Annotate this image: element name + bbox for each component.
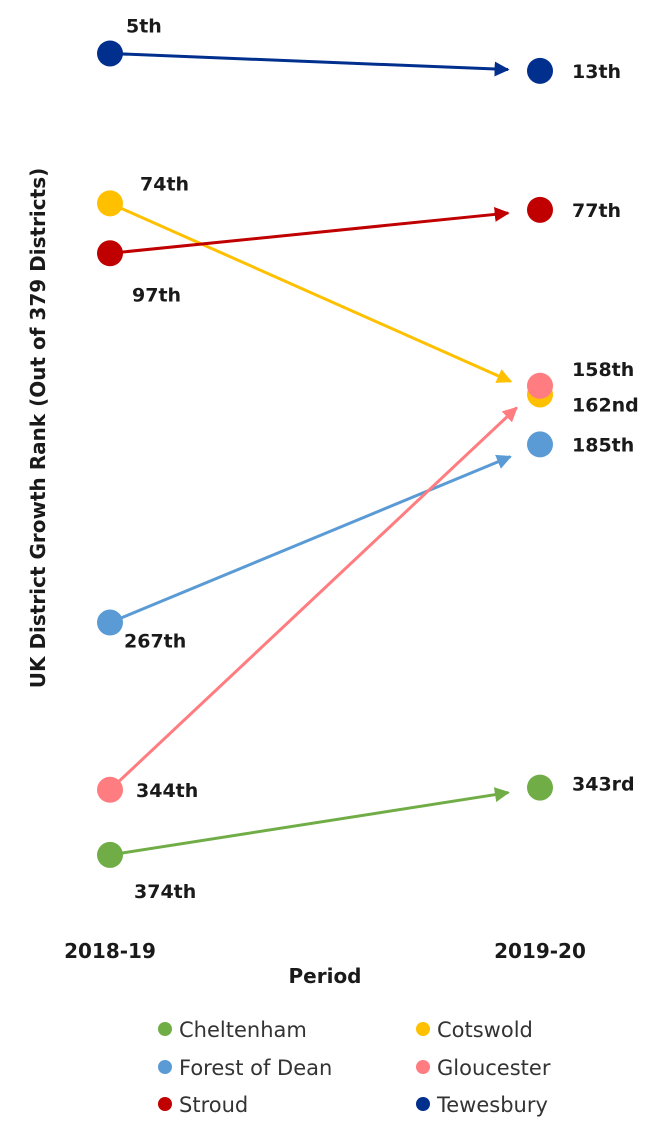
- label-gloucester-2018-19: 344th: [136, 780, 198, 802]
- legend-item-gloucester: Gloucester: [416, 1056, 551, 1080]
- series-lines: [108, 51, 518, 857]
- legend-label-stroud: Stroud: [179, 1093, 248, 1117]
- legend-label-gloucester: Gloucester: [437, 1056, 551, 1080]
- data-labels: 374th 343rd 74th 162nd 267th 185th 344th 158th 9…: [124, 15, 639, 902]
- legend-item-cotswold: Cotswold: [416, 1018, 533, 1042]
- point-gloucester-2018-19: [97, 776, 123, 803]
- label-cotswold-2018-19: 74th: [140, 173, 189, 195]
- series-line-gloucester: [108, 406, 518, 791]
- series-line-cotswold: [109, 201, 513, 383]
- series-line-forest-of-dean: [109, 454, 512, 624]
- x-tick-label-2018-19: 2018-19: [64, 939, 156, 963]
- legend-marker-forest-of-dean: [158, 1060, 172, 1074]
- series-line-cheltenham: [109, 787, 510, 857]
- label-cotswold-2019-20: 162nd: [572, 394, 639, 416]
- legend-marker-cotswold: [416, 1022, 430, 1036]
- label-stroud-2019-20: 77th: [572, 200, 621, 222]
- series-points: [97, 40, 553, 868]
- legend-item-forest-of-dean: Forest of Dean: [158, 1056, 332, 1080]
- label-stroud-2018-19: 97th: [132, 284, 181, 306]
- point-stroud-2018-19: [97, 240, 123, 267]
- legend-marker-tewesbury: [416, 1097, 430, 1111]
- legend-marker-stroud: [158, 1097, 172, 1111]
- point-gloucester-2019-20: [527, 372, 553, 399]
- point-cheltenham-2018-19: [97, 841, 123, 868]
- legend-item-cheltenham: Cheltenham: [158, 1018, 307, 1042]
- legend-item-stroud: Stroud: [158, 1093, 248, 1117]
- label-gloucester-2019-20: 158th: [572, 359, 634, 381]
- point-tewesbury-2018-19: [97, 40, 123, 67]
- series-line-stroud: [109, 206, 510, 255]
- label-cheltenham-2018-19: 374th: [134, 881, 196, 903]
- point-cotswold-2018-19: [97, 190, 123, 217]
- legend: Cheltenham Cotswold Forest of Dean Gloucest…: [158, 1018, 551, 1117]
- legend-marker-gloucester: [416, 1060, 430, 1074]
- label-tewesbury-2019-20: 13th: [572, 61, 621, 83]
- x-axis-title: Period: [289, 964, 362, 988]
- point-cheltenham-2019-20: [527, 774, 553, 801]
- x-tick-label-2019-20: 2019-20: [494, 939, 586, 963]
- y-axis-title: UK District Growth Rank (Out of 379 Dist…: [26, 168, 50, 689]
- legend-label-tewesbury: Tewesbury: [436, 1093, 548, 1117]
- point-forest-of-dean-2018-19: [97, 609, 123, 636]
- legend-label-cotswold: Cotswold: [437, 1018, 533, 1042]
- legend-label-cheltenham: Cheltenham: [179, 1018, 307, 1042]
- label-cheltenham-2019-20: 343rd: [572, 774, 635, 796]
- point-tewesbury-2019-20: [527, 57, 553, 84]
- point-forest-of-dean-2019-20: [527, 431, 553, 458]
- legend-marker-cheltenham: [158, 1022, 172, 1036]
- point-stroud-2019-20: [527, 196, 553, 223]
- legend-item-tewesbury: Tewesbury: [416, 1093, 548, 1117]
- label-forest-of-dean-2018-19: 267th: [124, 631, 186, 653]
- legend-label-forest-of-dean: Forest of Dean: [179, 1056, 332, 1080]
- label-tewesbury-2018-19: 5th: [126, 15, 162, 37]
- series-line-tewesbury: [109, 51, 510, 77]
- label-forest-of-dean-2019-20: 185th: [572, 434, 634, 456]
